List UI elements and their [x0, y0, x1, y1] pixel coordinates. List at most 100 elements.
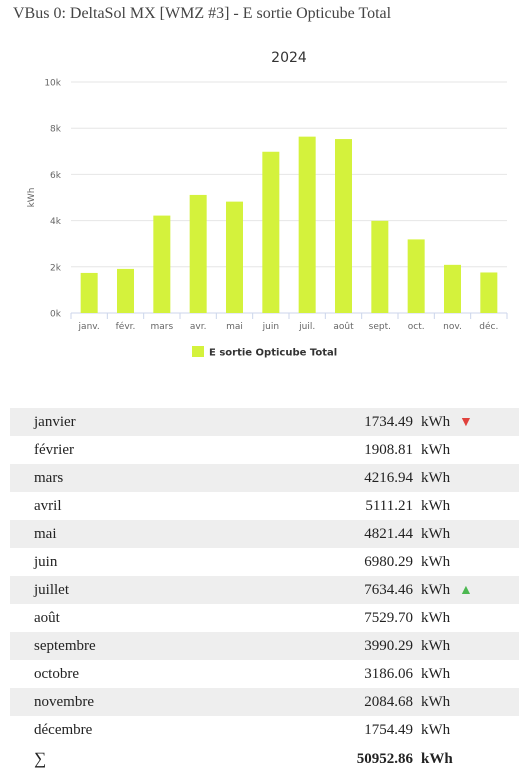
value-cell: 6980.29	[364, 553, 413, 570]
month-cell: juillet	[34, 581, 69, 598]
bar-2	[153, 215, 171, 313]
bar-4	[226, 201, 243, 313]
table-row: décembre 1754.49 kWh	[10, 716, 519, 744]
bar-3	[189, 194, 207, 313]
month-cell: novembre	[34, 693, 94, 710]
bar-0	[80, 272, 98, 313]
table-row: avril 5111.21 kWh	[10, 492, 519, 520]
month-cell: avril	[34, 497, 62, 514]
month-cell: mai	[34, 525, 57, 542]
sum-symbol: ∑	[34, 749, 47, 768]
x-tick-label: sept.	[369, 322, 391, 332]
unit-cell: kWh	[421, 413, 451, 430]
trend-cell: ▲	[459, 576, 519, 604]
legend-swatch	[192, 346, 204, 357]
trend-cell	[459, 604, 519, 632]
trend-cell	[459, 660, 519, 688]
unit-cell: kWh	[421, 497, 451, 514]
bar-10	[444, 264, 461, 313]
x-tick-label: déc.	[479, 321, 498, 332]
bar-9	[407, 239, 425, 313]
value-cell: 7634.46	[364, 581, 413, 598]
y-tick-label: 0k	[50, 310, 62, 320]
y-tick-label: 2k	[50, 263, 62, 273]
table-row: mars 4216.94 kWh	[10, 464, 519, 492]
bar-8	[371, 220, 389, 313]
unit-cell: kWh	[421, 637, 451, 654]
unit-cell: kWh	[421, 693, 451, 710]
trend-cell	[459, 548, 519, 576]
unit-cell: kWh	[421, 553, 451, 570]
x-tick-label: janv.	[78, 322, 100, 332]
x-tick-label: oct.	[408, 322, 425, 332]
month-cell: juin	[34, 553, 58, 570]
bar-7	[335, 139, 352, 313]
table-row: février 1908.81 kWh	[10, 436, 519, 464]
x-tick-label: avr.	[190, 322, 207, 332]
trend-cell	[459, 436, 519, 464]
x-tick-label: févr.	[116, 321, 136, 332]
table-row: septembre 3990.29 kWh	[10, 632, 519, 660]
x-tick-label: mai	[226, 322, 243, 332]
total-unit: kWh	[421, 750, 453, 767]
total-value: 50952.86	[356, 750, 413, 767]
value-cell: 1908.81	[364, 441, 413, 458]
unit-cell: kWh	[421, 525, 451, 542]
y-tick-label: 8k	[50, 125, 62, 135]
month-cell: septembre	[34, 637, 96, 654]
y-tick-label: 6k	[50, 171, 62, 181]
bar-1	[117, 268, 134, 313]
value-cell: 3186.06	[364, 665, 413, 682]
month-cell: octobre	[34, 665, 79, 682]
unit-cell: kWh	[421, 441, 451, 458]
trend-cell	[459, 632, 519, 660]
trend-cell	[459, 744, 519, 774]
legend-label: E sortie Opticube Total	[209, 348, 337, 359]
total-row: ∑ 50952.86 kWh	[10, 744, 519, 774]
month-cell: décembre	[34, 721, 93, 738]
trend-cell	[459, 464, 519, 492]
bar-5	[262, 151, 280, 313]
value-cell: 5111.21	[365, 497, 413, 514]
trend-cell	[459, 520, 519, 548]
page-title: VBus 0: DeltaSol MX [WMZ #3] - E sortie …	[13, 5, 392, 22]
value-cell: 4216.94	[364, 469, 413, 486]
table-row: juin 6980.29 kWh	[10, 548, 519, 576]
triangle-down-icon: ▼	[459, 414, 473, 430]
triangle-up-icon: ▲	[459, 582, 473, 598]
value-cell: 4821.44	[364, 525, 413, 542]
table-row: juillet 7634.46 kWh ▲	[10, 576, 519, 604]
bar-6	[298, 136, 316, 313]
trend-cell	[459, 688, 519, 716]
table-row: janvier 1734.49 kWh ▼	[10, 408, 519, 436]
trend-cell: ▼	[459, 408, 519, 436]
month-cell: mars	[34, 469, 64, 486]
trend-cell	[459, 716, 519, 744]
bar-11	[480, 272, 498, 313]
y-tick-label: 10k	[44, 79, 61, 89]
unit-cell: kWh	[421, 581, 451, 598]
value-cell: 1734.49	[364, 413, 413, 430]
month-cell: janvier	[34, 413, 76, 430]
y-axis-label: kWh	[27, 188, 37, 208]
unit-cell: kWh	[421, 609, 451, 626]
value-cell: 1754.49	[364, 721, 413, 738]
unit-cell: kWh	[421, 469, 451, 486]
unit-cell: kWh	[421, 721, 451, 738]
month-cell: février	[34, 441, 74, 458]
trend-cell	[459, 492, 519, 520]
x-tick-label: mars	[150, 322, 173, 332]
x-tick-label: nov.	[443, 322, 462, 332]
bar-chart: 2024 0k 2k 4k 6k 8k 10k kWh janv. févr. mars avr. ma…	[27, 50, 508, 359]
x-tick-label: juin	[262, 322, 279, 332]
table-row: mai 4821.44 kWh	[10, 520, 519, 548]
value-cell: 2084.68	[364, 693, 413, 710]
y-tick-label: 4k	[50, 217, 62, 227]
table-row: novembre 2084.68 kWh	[10, 688, 519, 716]
table-row: octobre 3186.06 kWh	[10, 660, 519, 688]
x-tick-label: août	[333, 322, 354, 332]
value-cell: 3990.29	[364, 637, 413, 654]
unit-cell: kWh	[421, 665, 451, 682]
monthly-values-table: janvier 1734.49 kWh ▼ février 1908.81 kWh mars 4…	[10, 408, 519, 774]
month-cell: août	[34, 609, 60, 626]
